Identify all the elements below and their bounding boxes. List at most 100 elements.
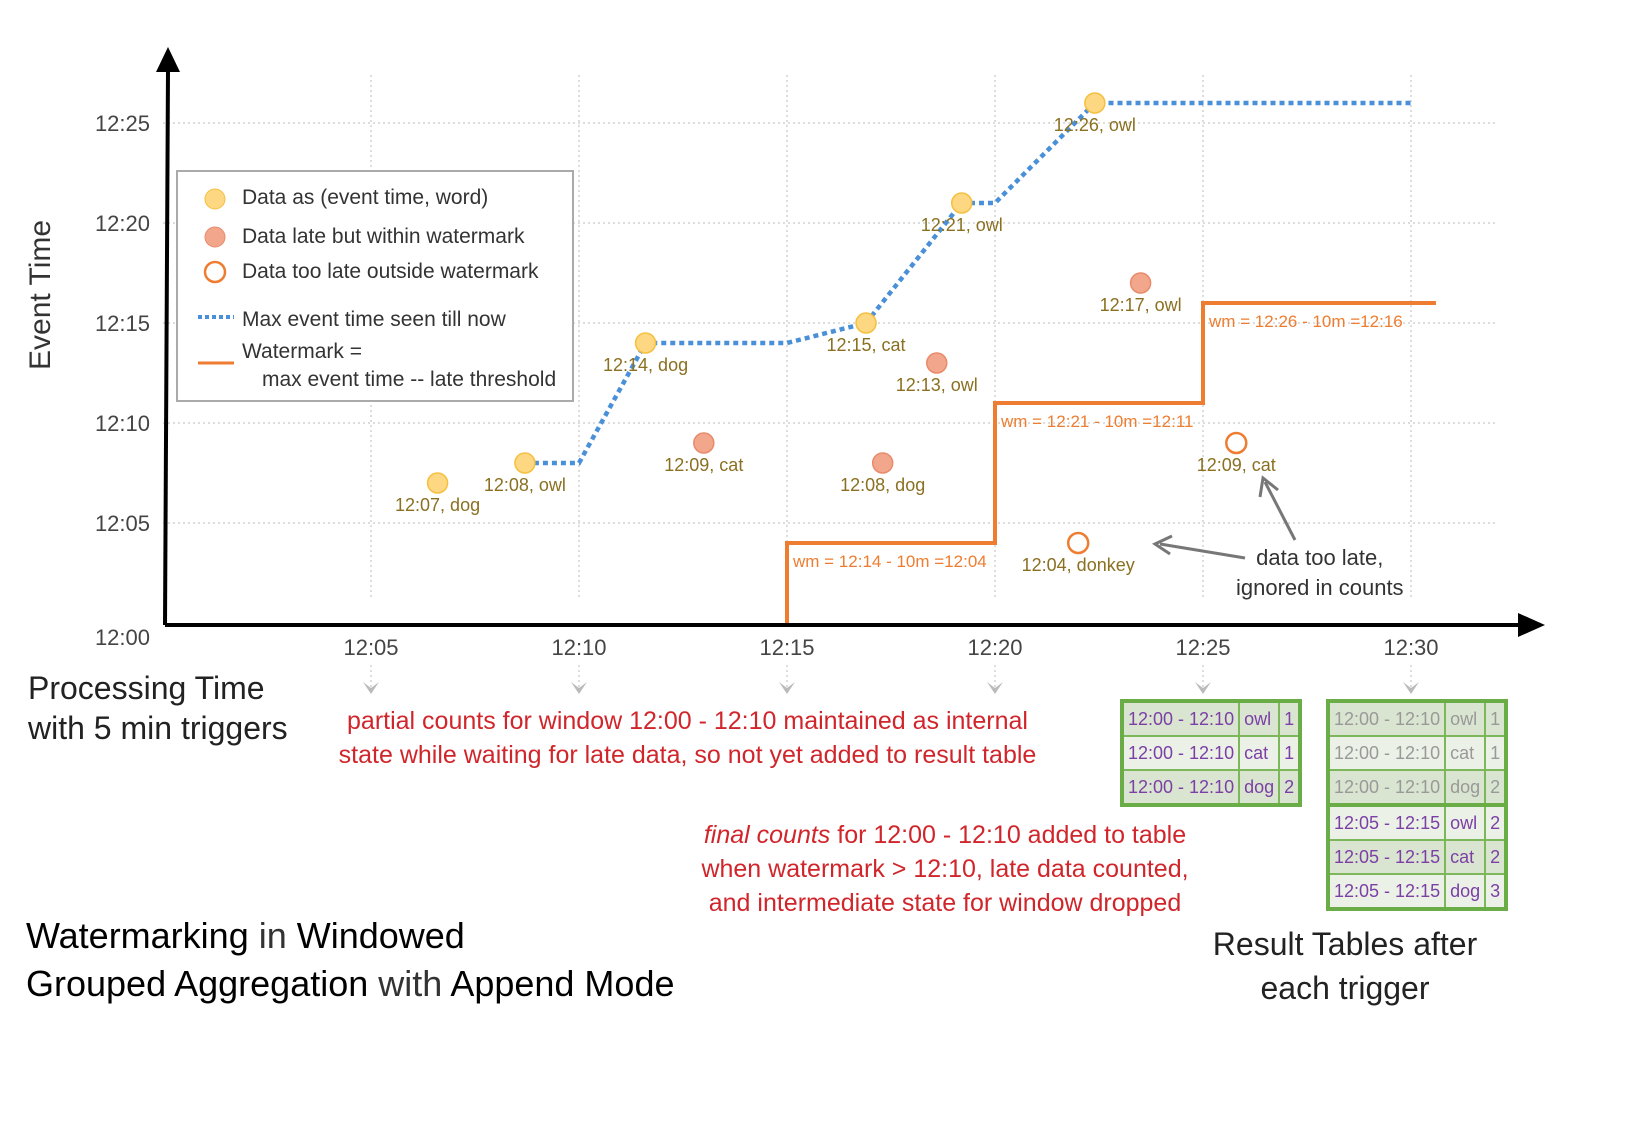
y-tick-label: 12:20 (95, 211, 150, 236)
yellow-circle-icon (204, 188, 226, 210)
window-cell: 12:00 - 12:10 (1326, 700, 1447, 737)
data-point (855, 312, 877, 334)
watermark-annotation: wm = 12:26 - 10m =12:16 (1208, 312, 1403, 331)
table-row: 12:00 - 12:10 owl 1 (1326, 700, 1508, 737)
caption-line: each trigger (1260, 970, 1430, 1006)
window-cell: 12:00 - 12:10 (1326, 769, 1447, 806)
word-cell: dog (1238, 769, 1281, 806)
legend-item: Data late but within watermark (242, 225, 525, 248)
data-point-label: 12:08, dog (840, 475, 925, 495)
data-point-label: 12:09, cat (664, 455, 743, 475)
data-point-label: 12:26, owl (1054, 115, 1136, 135)
trigger-arrow-icon (571, 682, 587, 694)
x-tick-label: 12:30 (1383, 635, 1438, 660)
window-cell: 12:05 - 12:15 (1326, 803, 1447, 841)
late-data-point (693, 432, 715, 454)
trigger-arrow-icon (1195, 682, 1211, 694)
result-table-12-30: 12:00 - 12:10 owl 1 12:00 - 12:10 cat 1 12:00 … (1326, 699, 1509, 911)
word-cell: owl (1444, 803, 1487, 841)
count-cell: 2 (1278, 769, 1302, 806)
arrowhead-icon (1151, 534, 1173, 556)
callout-arrow (1263, 481, 1297, 541)
y-tick-label: 12:10 (95, 411, 150, 436)
table-row: 12:00 - 12:10 owl 1 (1120, 700, 1302, 737)
data-point-label: 12:21, owl (921, 215, 1003, 235)
data-point-label: 12:15, cat (827, 335, 906, 355)
x-tick-label: 12:25 (1175, 635, 1230, 660)
legend-item-cont: max event time -- late threshold (262, 368, 557, 391)
note-emphasis: final counts (703, 821, 831, 849)
count-cell: 2 (1484, 769, 1508, 806)
callout-arrow (1159, 542, 1246, 560)
trigger-arrow-icon (1403, 682, 1419, 694)
note-line: when watermark > 12:10, late data counte… (701, 855, 1189, 883)
count-cell: 1 (1484, 735, 1508, 771)
word-cell: cat (1444, 839, 1487, 875)
window-cell: 12:00 - 12:10 (1120, 700, 1241, 737)
data-point (950, 192, 973, 214)
x-tick-label: 12:10 (551, 635, 606, 660)
callout-line: ignored in counts (1236, 575, 1404, 600)
x-tick-label: 12:20 (967, 635, 1022, 660)
y-tick-label: 12:25 (95, 111, 150, 136)
legend: Data as (event time, word) Data late but… (176, 170, 574, 402)
note-text: for 12:00 - 12:10 added to table (830, 821, 1187, 849)
hollow-circle-icon (203, 260, 227, 284)
count-cell: 1 (1278, 735, 1302, 771)
diagram-title: Watermarking in Windowed Grouped Aggrega… (26, 912, 675, 1008)
watermark-line (785, 301, 1436, 623)
callout-line: data too late, (1256, 545, 1384, 570)
y-axis (163, 69, 170, 626)
data-point (426, 472, 449, 494)
table-row: 12:00 - 12:10 cat 1 (1326, 735, 1508, 771)
data-point (634, 332, 657, 354)
word-cell: cat (1444, 735, 1487, 771)
data-point (1084, 92, 1106, 114)
note-line: and intermediate state for window droppe… (708, 889, 1182, 917)
caption-line: Result Tables after (1212, 926, 1478, 962)
watermark-annotation: wm = 12:14 - 10m =12:04 (792, 552, 987, 571)
partial-counts-note: partial counts for window 12:00 - 12:10 … (320, 704, 1055, 772)
legend-item: Watermark = (242, 340, 362, 363)
data-point-label: 12:04, donkey (1022, 555, 1135, 575)
late-data-point (1129, 272, 1152, 294)
x-axis-label: Processing Time with 5 min triggers (28, 668, 288, 748)
window-cell: 12:00 - 12:10 (1120, 769, 1241, 806)
data-point-label: 12:08, owl (484, 475, 566, 495)
data-point (514, 452, 536, 474)
title-word: Windowed (296, 915, 465, 956)
count-cell: 3 (1484, 873, 1508, 910)
note-line: partial counts for window 12:00 - 12:10 … (347, 707, 1028, 735)
final-counts-note: final counts for 12:00 - 12:10 added to … (690, 818, 1200, 920)
trigger-arrow-icon (987, 682, 1003, 694)
title-word: in (248, 915, 297, 956)
salmon-circle-icon (204, 226, 226, 248)
data-point-label: 12:14, dog (603, 355, 688, 375)
data-point-label: 12:09, cat (1197, 455, 1276, 475)
result-table-12-25: 12:00 - 12:10 owl 1 12:00 - 12:10 cat 1 12:00 … (1120, 699, 1303, 807)
note-line: state while waiting for late data, so no… (338, 741, 1037, 769)
word-cell: cat (1238, 735, 1281, 771)
table-row: 12:00 - 12:10 dog 2 (1120, 769, 1302, 806)
late-data-point (871, 452, 894, 474)
too-late-data-point (1225, 431, 1248, 455)
note-line: final counts for 12:00 - 12:10 added to … (690, 818, 1200, 852)
late-data-point (926, 352, 948, 374)
legend-item: Max event time seen till now (242, 308, 506, 331)
window-cell: 12:00 - 12:10 (1120, 735, 1241, 771)
title-word: Grouped Aggregation (26, 963, 369, 1004)
y-tick-label: 12:05 (95, 511, 150, 536)
table-row: 12:05 - 12:15 owl 2 (1326, 803, 1508, 841)
count-cell: 2 (1484, 839, 1508, 875)
table-row: 12:05 - 12:15 cat 2 (1326, 839, 1508, 875)
x-axis-label-sub: with 5 min triggers (28, 710, 288, 746)
table-row: 12:00 - 12:10 cat 1 (1120, 735, 1302, 771)
title-word: Append Mode (450, 963, 675, 1004)
y-tick-label: 12:15 (95, 311, 150, 336)
solid-line-icon (198, 361, 234, 365)
max-event-time-line (524, 100, 1411, 466)
dotted-line-icon (198, 315, 234, 319)
legend-item: Data as (event time, word) (242, 186, 489, 209)
legend-item: Data too late outside watermark (242, 260, 539, 283)
